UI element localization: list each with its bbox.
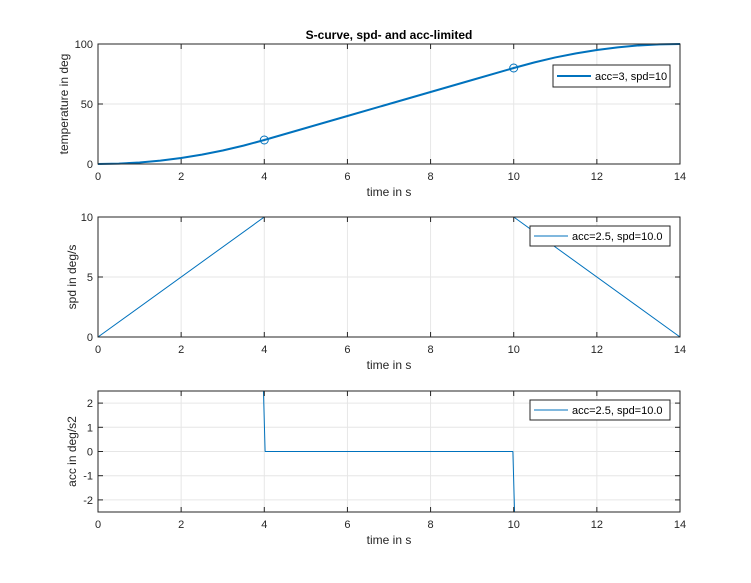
x-tick-label: 4 xyxy=(261,171,267,183)
x-tick-label: 2 xyxy=(178,344,184,356)
y-axis-label: temperature in deg xyxy=(57,54,71,155)
legend-box-3 xyxy=(529,399,671,421)
x-tick-label: 14 xyxy=(674,519,686,531)
x-tick-label: 8 xyxy=(428,344,434,356)
x-tick-label: 0 xyxy=(95,171,101,183)
x-tick-label: 14 xyxy=(674,344,686,356)
x-tick-label: 12 xyxy=(591,344,603,356)
legend-label: acc=3, spd=10 xyxy=(595,71,667,83)
y-tick-label: -2 xyxy=(83,495,93,507)
legend-label: acc=2.5, spd=10.0 xyxy=(572,405,663,417)
x-tick-label: 2 xyxy=(178,171,184,183)
x-tick-label: 0 xyxy=(95,519,101,531)
y-axis-label: acc in deg/s2 xyxy=(65,416,79,487)
y-tick-label: 0 xyxy=(87,159,93,171)
y-tick-label: 1 xyxy=(87,422,93,434)
x-axis-label: time in s xyxy=(367,185,412,199)
x-tick-label: 2 xyxy=(178,519,184,531)
y-axis-label: spd in deg/s xyxy=(65,245,79,310)
y-tick-label: 0 xyxy=(87,447,93,459)
y-tick-label: 5 xyxy=(87,272,93,284)
x-tick-label: 4 xyxy=(261,519,267,531)
x-axis-label: time in s xyxy=(367,358,412,372)
x-tick-label: 10 xyxy=(508,344,520,356)
x-axis-label: time in s xyxy=(367,533,412,547)
x-tick-label: 8 xyxy=(428,519,434,531)
x-tick-label: 10 xyxy=(508,519,520,531)
x-tick-label: 14 xyxy=(674,171,686,183)
x-tick-label: 12 xyxy=(591,171,603,183)
legend-box-2 xyxy=(529,225,671,247)
data-marker-1 xyxy=(259,135,269,145)
x-tick-label: 6 xyxy=(344,171,350,183)
x-tick-label: 12 xyxy=(591,519,603,531)
y-tick-label: -1 xyxy=(83,471,93,483)
x-tick-label: 6 xyxy=(344,519,350,531)
legend-box-1 xyxy=(552,64,671,88)
y-tick-label: 0 xyxy=(87,332,93,344)
data-marker-2 xyxy=(509,63,519,73)
y-tick-label: 2 xyxy=(87,398,93,410)
x-tick-label: 4 xyxy=(261,344,267,356)
x-tick-label: 8 xyxy=(428,171,434,183)
y-tick-label: 100 xyxy=(75,39,93,51)
x-tick-label: 6 xyxy=(344,344,350,356)
chart-title: S-curve, spd- and acc-limited xyxy=(306,28,473,42)
series-line-1-1 xyxy=(97,43,681,165)
x-tick-label: 10 xyxy=(508,171,520,183)
x-tick-label: 0 xyxy=(95,344,101,356)
y-tick-label: 10 xyxy=(81,212,93,224)
y-tick-label: 50 xyxy=(81,99,93,111)
legend-label: acc=2.5, spd=10.0 xyxy=(572,231,663,243)
